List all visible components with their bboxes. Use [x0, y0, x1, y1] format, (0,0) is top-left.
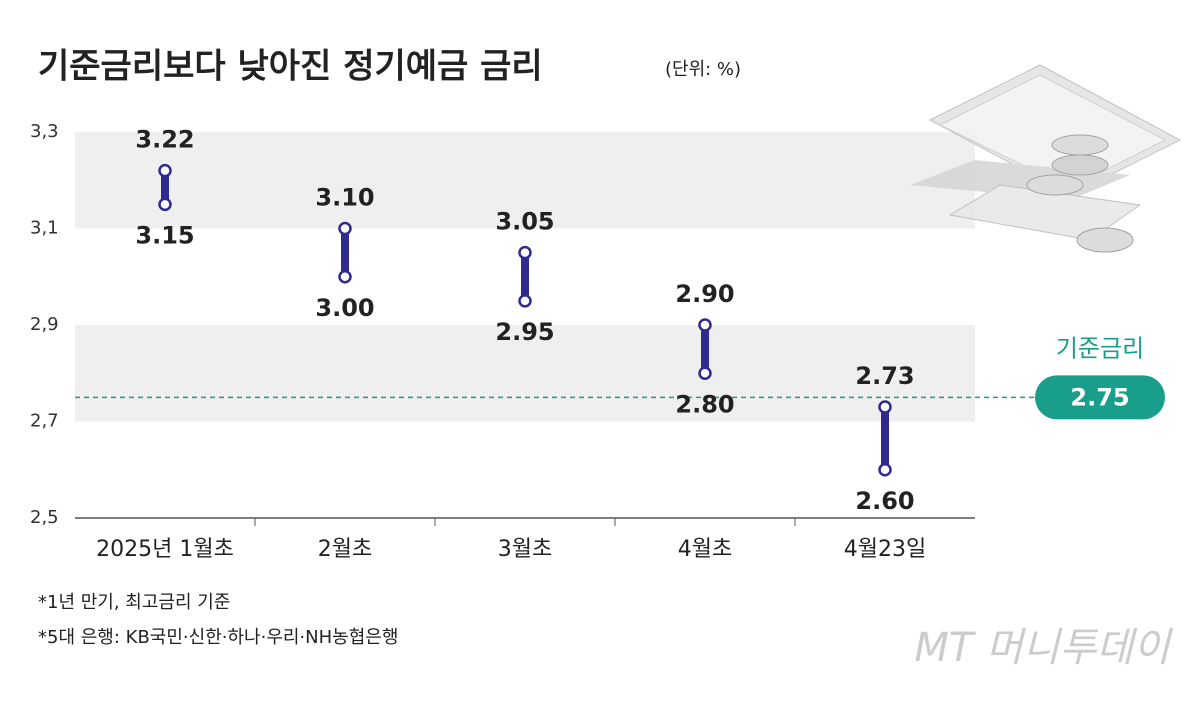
- x-tick-label: 4월23일: [844, 537, 926, 562]
- high-marker: [158, 163, 172, 178]
- illustration: [910, 64, 1182, 253]
- low-label: 3.00: [315, 294, 374, 322]
- x-tick-label: 2025년 1월초: [96, 537, 234, 562]
- y-tick-label: 3,3: [30, 121, 59, 142]
- y-tick-label: 3,1: [30, 218, 59, 239]
- high-marker: [698, 318, 712, 332]
- note: *1년 만기, 최고금리 기준: [38, 592, 230, 613]
- y-tick-label: 2,9: [30, 314, 59, 335]
- high-marker: [338, 221, 352, 236]
- high-label: 3.05: [495, 208, 554, 236]
- low-label: 2.60: [855, 487, 914, 515]
- low-marker: [338, 270, 352, 284]
- x-tick-label: 2월초: [318, 537, 372, 562]
- source: MT 머니투데이: [914, 625, 1173, 671]
- x-tick-label: 3월초: [498, 537, 552, 562]
- reference-label: 기준금리: [1056, 334, 1144, 362]
- high-label: 3.10: [315, 184, 374, 212]
- low-label: 2.95: [495, 318, 554, 346]
- low-marker: [158, 197, 172, 212]
- unit: (단위: %): [665, 59, 741, 80]
- low-marker: [878, 463, 892, 477]
- low-label: 3.15: [135, 221, 194, 249]
- high-label: 2.73: [855, 362, 914, 390]
- reference-value: 2.75: [1070, 383, 1129, 411]
- note: *5대 은행: KB국민·신한·하나·우리·NH농협은행: [38, 627, 398, 648]
- high-marker: [518, 245, 532, 260]
- chart-title: 기준금리보다 낮아진 정기예금 금리: [38, 47, 543, 87]
- grid-band: [75, 325, 975, 422]
- high-label: 3.22: [135, 126, 194, 154]
- y-tick-label: 2,7: [30, 411, 59, 432]
- plot: [75, 132, 975, 526]
- high-marker: [878, 400, 892, 414]
- reference-badge: [1035, 375, 1165, 420]
- grid-band: [75, 132, 975, 229]
- low-marker: [698, 366, 712, 380]
- y-tick-label: 2,5: [30, 507, 59, 528]
- high-label: 2.90: [675, 280, 734, 308]
- x-tick-label: 4월초: [678, 537, 732, 562]
- low-label: 2.80: [675, 390, 734, 418]
- low-marker: [518, 294, 532, 308]
